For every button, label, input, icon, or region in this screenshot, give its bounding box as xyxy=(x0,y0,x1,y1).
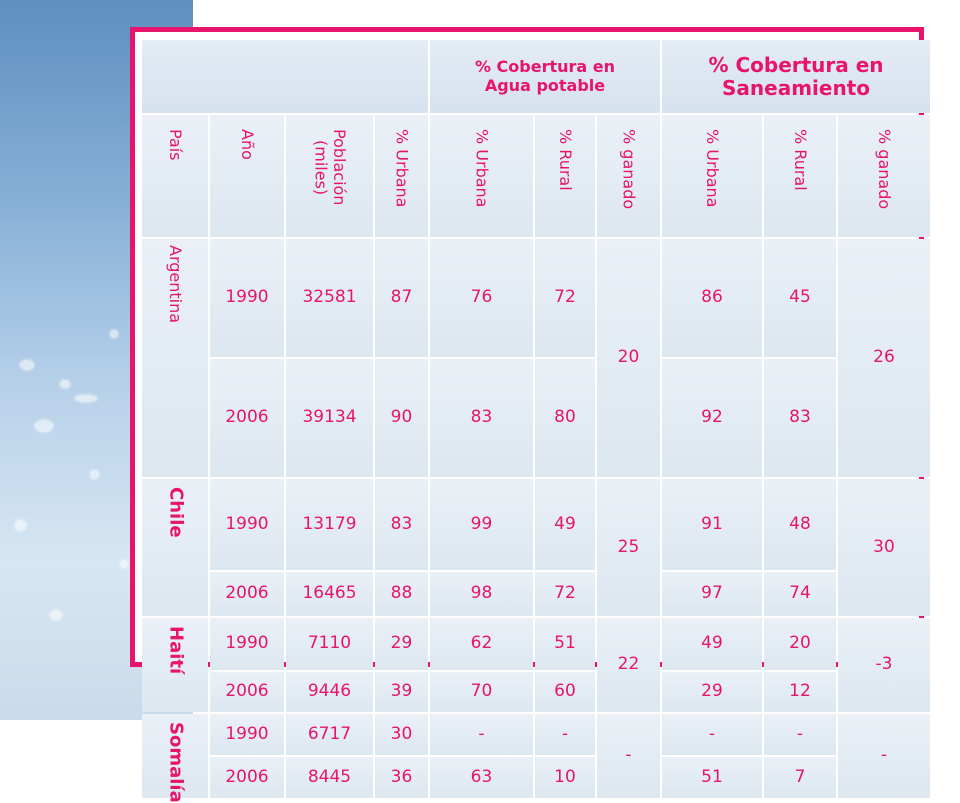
table-cell-agua-ganado: 25 xyxy=(597,479,660,616)
table-cell-year: 2006 xyxy=(210,672,284,712)
table-cell-san-ganado: -3 xyxy=(838,618,930,712)
table-cell-year: 1990 xyxy=(210,479,284,570)
col-san-urbana: % Urbana xyxy=(662,115,762,237)
table-cell-year: 1990 xyxy=(210,239,284,357)
table-cell-year: 2006 xyxy=(210,359,284,477)
country-argentina: Argentina xyxy=(142,239,208,477)
table-cell-agua-u: 62 xyxy=(430,618,533,670)
header-saneamiento: % Cobertura en Saneamiento xyxy=(662,40,930,113)
table-cell-urb: 87 xyxy=(375,239,428,357)
col-agua-urbana: % Urbana xyxy=(430,115,533,237)
table-cell-agua-u: 76 xyxy=(430,239,533,357)
header-agua-potable: % Cobertura en Agua potable xyxy=(430,40,660,113)
country-chile: Chile xyxy=(142,479,208,616)
table-cell-san-r: - xyxy=(764,714,836,755)
table-cell-san-r: 45 xyxy=(764,239,836,357)
table-cell-san-u: 29 xyxy=(662,672,762,712)
col-pais: País xyxy=(142,115,208,237)
table-cell-san-r: 7 xyxy=(764,757,836,798)
table-cell-san-u: - xyxy=(662,714,762,755)
table-cell-san-r: 74 xyxy=(764,572,836,616)
table-cell-agua-r: 72 xyxy=(535,239,595,357)
table-cell-agua-ganado: 20 xyxy=(597,239,660,477)
table-cell-san-ganado: 26 xyxy=(838,239,930,477)
coverage-table: % Cobertura en Agua potable % Cobertura … xyxy=(142,40,930,803)
col-san-rural: % Rural xyxy=(764,115,836,237)
table-cell-year: 1990 xyxy=(210,618,284,670)
table-cell-pop: 39134 xyxy=(286,359,373,477)
table-cell-agua-u: 99 xyxy=(430,479,533,570)
table-cell-agua-u: 98 xyxy=(430,572,533,616)
table-cell-san-u: 49 xyxy=(662,618,762,670)
table-cell-agua-ganado: 22 xyxy=(597,618,660,712)
table-cell-san-r: 48 xyxy=(764,479,836,570)
table-cell-san-ganado: - xyxy=(838,714,930,798)
table-cell-agua-u: 63 xyxy=(430,757,533,798)
col-agua-rural: % Rural xyxy=(535,115,595,237)
table-cell-san-u: 91 xyxy=(662,479,762,570)
table-cell-san-u: 97 xyxy=(662,572,762,616)
table-cell-pop: 13179 xyxy=(286,479,373,570)
table-cell-agua-r: - xyxy=(535,714,595,755)
table-cell-urb: 29 xyxy=(375,618,428,670)
col-urbana-pob: % Urbana xyxy=(375,115,428,237)
table-cell-agua-r: 10 xyxy=(535,757,595,798)
table-cell-pop: 7110 xyxy=(286,618,373,670)
table-cell-pop: 32581 xyxy=(286,239,373,357)
table-cell-urb: 30 xyxy=(375,714,428,755)
table-cell-agua-r: 60 xyxy=(535,672,595,712)
table-cell-agua-ganado: - xyxy=(597,714,660,798)
col-san-ganado: % ganado xyxy=(838,115,930,237)
table-cell-san-r: 20 xyxy=(764,618,836,670)
table-cell-agua-r: 72 xyxy=(535,572,595,616)
table-cell-urb: 90 xyxy=(375,359,428,477)
table-cell-agua-r: 51 xyxy=(535,618,595,670)
table-cell-year: 1990 xyxy=(210,714,284,755)
country-somalia: Somalía xyxy=(142,714,208,803)
table-cell-pop: 6717 xyxy=(286,714,373,755)
table-cell-agua-u: 83 xyxy=(430,359,533,477)
table-cell-pop: 16465 xyxy=(286,572,373,616)
table-cell-san-u: 92 xyxy=(662,359,762,477)
table-cell-agua-u: 70 xyxy=(430,672,533,712)
header-blank xyxy=(142,40,428,113)
col-agua-ganado: % ganado xyxy=(597,115,660,237)
table-cell-urb: 83 xyxy=(375,479,428,570)
table-cell-urb: 88 xyxy=(375,572,428,616)
col-poblacion: Población (miles) xyxy=(286,115,373,237)
table-cell-agua-u: - xyxy=(430,714,533,755)
table-cell-san-r: 83 xyxy=(764,359,836,477)
table-cell-agua-r: 49 xyxy=(535,479,595,570)
table-cell-agua-r: 80 xyxy=(535,359,595,477)
col-anio: Año xyxy=(210,115,284,237)
table-cell-year: 2006 xyxy=(210,757,284,798)
table-cell-pop: 9446 xyxy=(286,672,373,712)
table-cell-san-r: 12 xyxy=(764,672,836,712)
table-cell-urb: 39 xyxy=(375,672,428,712)
table-cell-pop: 8445 xyxy=(286,757,373,798)
table-cell-year: 2006 xyxy=(210,572,284,616)
table-cell-san-ganado: 30 xyxy=(838,479,930,616)
table-cell-urb: 36 xyxy=(375,757,428,798)
table-cell-san-u: 51 xyxy=(662,757,762,798)
table-cell-san-u: 86 xyxy=(662,239,762,357)
country-haiti: Haití xyxy=(142,618,208,712)
